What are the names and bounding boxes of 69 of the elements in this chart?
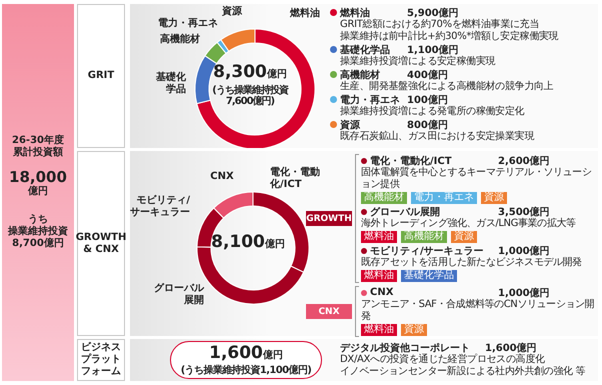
text: 燃料油 <box>361 324 397 336</box>
slice-label: グローバル展開 <box>153 283 204 307</box>
data-label: 1,000億円 <box>498 244 550 257</box>
text: GRIT総額における約70%を燃料油事業に充当 <box>339 19 540 30</box>
text: 億円 <box>28 186 48 198</box>
legend-label: 高機能材 <box>340 68 381 80</box>
legend-label: CNX <box>370 287 394 298</box>
text: 1,600億円 <box>209 342 283 362</box>
text: ビジネスプラットフォーム <box>77 339 125 381</box>
text: 電力・再エネ <box>411 192 477 204</box>
text: 8,300億円 <box>213 62 287 82</box>
legend-label: 電力・再エネ <box>340 94 401 106</box>
text: 高機能材 <box>361 192 407 204</box>
text: (うち操業維持投資 <box>212 84 288 96</box>
text: 生産、開発基盤強化による高機能材の競争力向上 <box>339 81 554 93</box>
text: 7,600億円) <box>226 96 274 106</box>
text: イノベーションセンター新設による社内外共創の強化 等 <box>340 366 586 378</box>
data-label: 3,500億円 <box>498 206 550 218</box>
text: CNX <box>306 304 352 319</box>
text: 資源 <box>481 192 507 204</box>
text: 燃料油 <box>361 270 397 282</box>
text: 資源 <box>401 324 427 336</box>
text: 固体電解質を中心とするキーマテリアル・ソリューション提供 <box>361 167 592 191</box>
text: 26-30年度 <box>12 135 64 146</box>
text: 資源 <box>451 231 477 243</box>
legend-label: モビリティ/サーキュラー <box>370 244 485 256</box>
data-label: 400億円 <box>407 68 448 81</box>
text: 18,000 <box>9 168 67 186</box>
slice-label: 資源 <box>222 6 242 18</box>
data-label: 1,100億円 <box>407 44 459 56</box>
text: 海外トレーディング強化、ガス/LNG事業の拡大等 <box>361 218 577 230</box>
text: 燃料油 <box>361 231 397 243</box>
legend-label: 電化・電動化/ICT <box>370 154 453 166</box>
slice-label: 電力・再エネ <box>158 18 218 30</box>
text: (うち操業維持投資1,100億円) <box>180 364 312 376</box>
text: 操業維持投資 <box>8 226 68 238</box>
data-label: 1,000億円 <box>498 286 550 300</box>
text: 操業維持投資増による安定稼働実現 <box>339 56 496 68</box>
legend-label: 燃料油 <box>340 6 371 19</box>
text: うち <box>28 214 48 226</box>
text: GROWTH <box>306 211 352 226</box>
legend-label: グローバル展開 <box>370 206 441 218</box>
text: アンモニア・SAF・合成燃料等のCNソリューション開発 <box>361 299 596 323</box>
slice-label: CNX <box>210 171 234 183</box>
text: 既存アセットを活用した新たなビジネスモデル開発 <box>361 257 583 269</box>
text: 8,100億円 <box>211 232 285 252</box>
text: DX/AXへの投資を通じた経営プロセスの高度化 <box>340 354 546 366</box>
text: GRIT <box>77 4 125 148</box>
data-label: 5,900億円 <box>407 6 459 19</box>
data-label: 100億円 <box>407 94 448 106</box>
slice-label: 燃料油 <box>290 8 320 20</box>
slice-label: 基礎化学品 <box>155 72 186 96</box>
data-label: 800億円 <box>407 118 448 131</box>
legend-label: 基礎化学品 <box>340 44 391 56</box>
text: 高機能材 <box>401 231 447 243</box>
data-label: 2,600億円 <box>498 154 550 168</box>
text: 1,600億円 <box>485 342 537 354</box>
slice-label: 高機能材 <box>160 34 200 46</box>
text: 累計投資額 <box>13 147 63 159</box>
legend-label: 資源 <box>340 118 361 131</box>
text: 8,700億円 <box>12 238 64 250</box>
slice-label: モビリティ/サーキュラー <box>130 195 190 219</box>
text: 既存石炭鉱山、ガス田における安定操業実現 <box>339 131 536 143</box>
text: 操業維持は前中計比+約30%*増額し安定稼働実現 <box>339 31 560 43</box>
text: 操業維持投資増による発電所の稼働安定化 <box>339 106 526 118</box>
text: GROWTH & CNX <box>76 151 126 336</box>
slice-label: 電化・電動化/ICT <box>270 167 321 191</box>
text: 基礎化学品 <box>401 270 457 282</box>
text: デジタル投資他コーポレート <box>340 342 471 354</box>
